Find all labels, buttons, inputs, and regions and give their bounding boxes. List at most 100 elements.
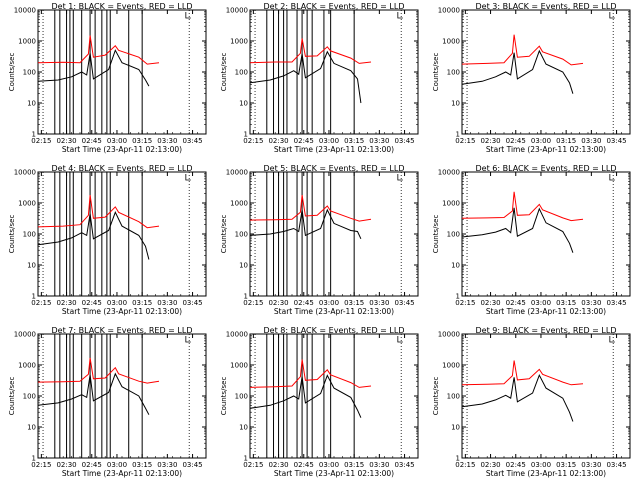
- panel-2: Det 2: BLACK = Events, RED = LLD 1 10 100 10…: [220, 2, 419, 154]
- x-axis-label: Start Time (23-Apr-11 02:13:00): [486, 307, 606, 316]
- x-tick-label: 02:15: [31, 461, 51, 469]
- panel-title: Det 2: BLACK = Events, RED = LLD: [264, 2, 405, 11]
- y-tick-label: 1: [32, 131, 36, 139]
- plot-frame: [37, 171, 207, 297]
- y-tick-label: 1000: [442, 362, 460, 370]
- y-axis-label: Counts/sec: [432, 215, 440, 254]
- events-series-line: [249, 374, 362, 418]
- panel-5: Det 5: BLACK = Events, RED = LLD 1 10 100 10…: [220, 164, 419, 316]
- y-tick-label: 10: [239, 424, 248, 432]
- y-tick-label: 10000: [14, 331, 36, 339]
- x-tick-label: 03:15: [556, 461, 576, 469]
- x-axis-label: Start Time (23-Apr-11 02:13:00): [62, 307, 182, 316]
- x-tick-label: 03:45: [606, 299, 626, 307]
- y-tick-label: 10: [451, 100, 460, 108]
- x-tick-label: 02:15: [243, 461, 263, 469]
- y-tick-label: 10000: [438, 7, 460, 15]
- y-tick-label: 10000: [14, 7, 36, 15]
- x-tick-label: 02:30: [268, 137, 288, 145]
- lld-series-line: [37, 195, 160, 229]
- panel-3: Det 3: BLACK = Events, RED = LLD 1 10 100 10…: [432, 2, 631, 154]
- x-tick-label: 03:15: [344, 461, 364, 469]
- x-tick-label: 03:45: [182, 299, 202, 307]
- x-tick-label: 03:45: [182, 137, 202, 145]
- x-tick-label: 02:15: [243, 299, 263, 307]
- events-series-line: [461, 207, 574, 253]
- y-tick-label: 1: [456, 293, 460, 301]
- y-tick-label: 1000: [18, 38, 36, 46]
- panel-title: Det 7: BLACK = Events, RED = LLD: [52, 326, 193, 335]
- x-tick-label: 02:30: [56, 137, 76, 145]
- x-tick-label: 03:00: [107, 137, 127, 145]
- y-tick-label: 10: [239, 100, 248, 108]
- x-tick-label: 03:30: [581, 461, 601, 469]
- events-series-line: [461, 373, 574, 422]
- panel-8: Det 8: BLACK = Events, RED = LLD 1 10 100 10…: [220, 326, 419, 478]
- y-axis-label: Counts/sec: [220, 377, 228, 416]
- y-tick-label: 1: [32, 455, 36, 463]
- lld-series-line: [249, 359, 372, 388]
- y-tick-label: 10: [239, 262, 248, 270]
- x-tick-label: 02:45: [506, 137, 526, 145]
- y-tick-label: 100: [447, 69, 460, 77]
- lld-series-line: [249, 38, 372, 64]
- y-tick-label: 10: [27, 100, 36, 108]
- panel-7: Det 7: BLACK = Events, RED = LLD 1 10 100 10…: [8, 326, 207, 478]
- lld-series-line: [37, 357, 160, 384]
- panel-6: Det 6: BLACK = Events, RED = LLD 1 10 100 10…: [432, 164, 631, 316]
- y-tick-label: 1000: [442, 38, 460, 46]
- x-tick-label: 03:15: [132, 461, 152, 469]
- x-tick-label: 02:30: [480, 461, 500, 469]
- x-tick-label: 02:30: [480, 137, 500, 145]
- x-tick-label: 02:15: [31, 299, 51, 307]
- x-tick-label: 03:15: [556, 299, 576, 307]
- x-tick-label: 03:00: [107, 461, 127, 469]
- x-axis-label: Start Time (23-Apr-11 02:13:00): [486, 469, 606, 478]
- y-tick-label: 1000: [230, 362, 248, 370]
- lld-series-line: [37, 35, 160, 65]
- x-axis-label: Start Time (23-Apr-11 02:13:00): [274, 307, 394, 316]
- lld-series-line: [461, 34, 584, 66]
- x-axis-label: Start Time (23-Apr-11 02:13:00): [274, 145, 394, 154]
- panel-1: Det 1: BLACK = Events, RED = LLD 1 10 100 10…: [8, 2, 207, 154]
- y-tick-label: 1: [456, 131, 460, 139]
- x-tick-label: 02:45: [294, 461, 314, 469]
- y-tick-label: 100: [235, 231, 248, 239]
- events-series-line: [37, 372, 150, 415]
- plot-frame: [37, 333, 207, 459]
- panel-title: Det 9: BLACK = Events, RED = LLD: [476, 326, 617, 335]
- x-tick-label: 03:00: [319, 461, 339, 469]
- x-axis-label: Start Time (23-Apr-11 02:13:00): [62, 145, 182, 154]
- y-axis-label: Counts/sec: [8, 377, 16, 416]
- y-tick-label: 10000: [14, 169, 36, 177]
- window-bracket: [397, 336, 403, 343]
- x-tick-label: 03:00: [107, 299, 127, 307]
- plot-frame: [461, 333, 631, 459]
- x-tick-label: 03:15: [344, 137, 364, 145]
- x-tick-label: 03:00: [531, 299, 551, 307]
- y-tick-label: 1000: [230, 200, 248, 208]
- x-tick-label: 02:15: [31, 137, 51, 145]
- plot-frame: [37, 9, 207, 135]
- x-tick-label: 03:30: [157, 461, 177, 469]
- x-tick-label: 02:45: [82, 299, 102, 307]
- y-tick-label: 10000: [226, 331, 248, 339]
- x-tick-label: 03:15: [132, 299, 152, 307]
- panel-title: Det 3: BLACK = Events, RED = LLD: [476, 2, 617, 11]
- lld-series-line: [461, 360, 584, 386]
- x-tick-label: 02:30: [480, 299, 500, 307]
- lld-series-line: [461, 191, 584, 222]
- plot-frame: [249, 171, 419, 297]
- y-tick-label: 1: [32, 293, 36, 301]
- y-tick-label: 100: [447, 393, 460, 401]
- x-tick-label: 02:45: [294, 299, 314, 307]
- x-tick-label: 03:00: [531, 137, 551, 145]
- x-tick-label: 03:15: [132, 137, 152, 145]
- window-bracket: [185, 336, 191, 343]
- events-series-line: [249, 208, 362, 240]
- x-tick-label: 02:30: [268, 299, 288, 307]
- x-tick-label: 03:00: [531, 461, 551, 469]
- events-series-line: [37, 49, 150, 87]
- window-bracket: [397, 12, 403, 19]
